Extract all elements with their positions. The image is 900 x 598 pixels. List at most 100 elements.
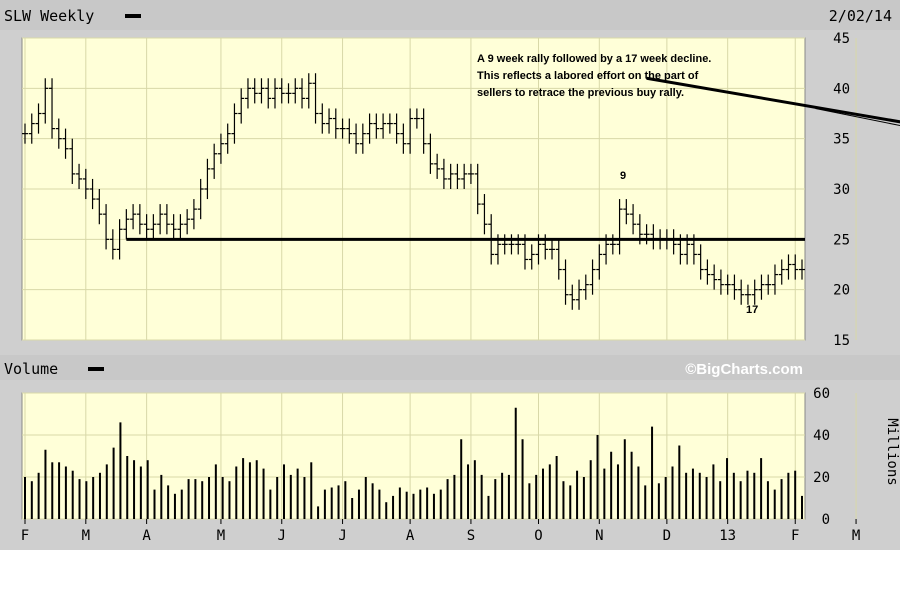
x-axis-month-label: D [663,528,671,544]
x-axis-month-label: J [278,528,286,544]
price-bar [630,204,637,235]
price-bar [55,118,62,149]
price-bar [319,103,326,134]
volume-y-tick-label: 60 [813,386,830,402]
price-bar [76,163,83,189]
x-axis-month-label: M [852,528,860,544]
price-bar [346,118,353,144]
volume-title: Volume [4,360,58,378]
price-bar [49,78,56,139]
price-bar [447,163,454,189]
price-bar [366,113,373,144]
x-axis-month-labels: FMAMJJASOND13FMAMJJASOND14 [21,519,860,544]
x-axis-month-label: F [21,528,29,544]
price-bar [576,279,583,310]
x-axis-month-label: 13 [719,528,736,544]
price-bar [190,199,197,230]
price-bar [569,284,576,310]
price-bar [353,123,360,154]
x-axis-month-label: M [217,528,225,544]
price-bar [724,274,731,295]
price-bar [562,259,569,305]
price-bar [238,88,245,124]
price-bar [231,103,238,144]
price-bar [96,189,103,225]
price-bar [413,108,420,129]
price-bar [461,163,468,189]
x-axis-month-label: J [338,528,346,544]
price-bar [717,269,724,295]
price-grid [22,37,857,341]
x-axis-month-label: M [82,528,90,544]
price-bar [501,234,508,255]
price-bar [778,259,785,285]
price-bar [163,204,170,235]
price-bar [271,78,278,109]
price-bar [332,108,339,139]
price-bar [157,204,164,235]
price-bar [339,118,346,139]
decline-label: 17 [746,304,758,316]
price-bar [508,234,515,255]
price-bar [528,244,535,270]
price-bar [643,224,650,245]
price-bar [359,123,366,154]
volume-grid [22,392,857,520]
price-bar [765,274,772,295]
price-header-bar [0,0,900,30]
price-bar [744,284,751,305]
price-bar [123,209,130,240]
price-y-tick-label: 15 [833,333,850,349]
watermark: ©BigCharts.com [685,361,803,378]
price-bar [82,168,89,200]
volume-y-tick-label: 40 [813,428,830,444]
price-y-tick-label: 20 [833,283,850,299]
price-bar [89,178,96,210]
price-bar [711,264,718,290]
price-bar [731,274,738,300]
price-bar [136,204,143,235]
price-bar [251,78,258,104]
price-bar [474,163,481,215]
price-bar [555,239,562,280]
annotation-line-1: A 9 week rally followed by a 17 week dec… [477,53,711,65]
price-bar [285,83,292,104]
price-y-tick-label: 25 [833,232,850,248]
price-bar [697,244,704,280]
chart-title: SLW Weekly [4,7,94,25]
price-y-tick-label: 40 [833,81,850,97]
price-bar [22,123,28,144]
price-bar [609,234,616,255]
price-bar [326,108,333,134]
price-bar [440,158,447,189]
price-bar [792,254,799,280]
price-bar [170,214,177,240]
price-bar [380,113,387,139]
price-bar [386,113,393,134]
price-bar [785,254,792,280]
price-bar [549,239,556,260]
volume-y-tick-label: 0 [822,512,830,528]
rally-label: 9 [620,170,626,182]
price-y-tick-label: 45 [833,31,850,47]
x-axis-month-label: N [595,528,603,544]
price-bar [434,153,441,179]
price-bar [143,214,150,240]
price-bar [292,78,299,104]
price-bar [278,78,285,104]
price-bar [62,128,69,159]
price-bar [616,199,623,255]
price-bar [299,78,306,109]
price-bar [150,214,157,240]
price-bar [224,123,231,154]
price-bar [217,133,224,164]
price-bar [69,138,76,184]
price-bar [799,259,805,280]
price-y-axis: 45 40 35 30 25 20 15 [833,31,850,349]
price-bar [582,274,589,300]
x-axis-month-label: O [534,528,542,544]
price-bar [407,108,414,154]
price-bar [751,279,758,305]
price-bar [704,259,711,285]
